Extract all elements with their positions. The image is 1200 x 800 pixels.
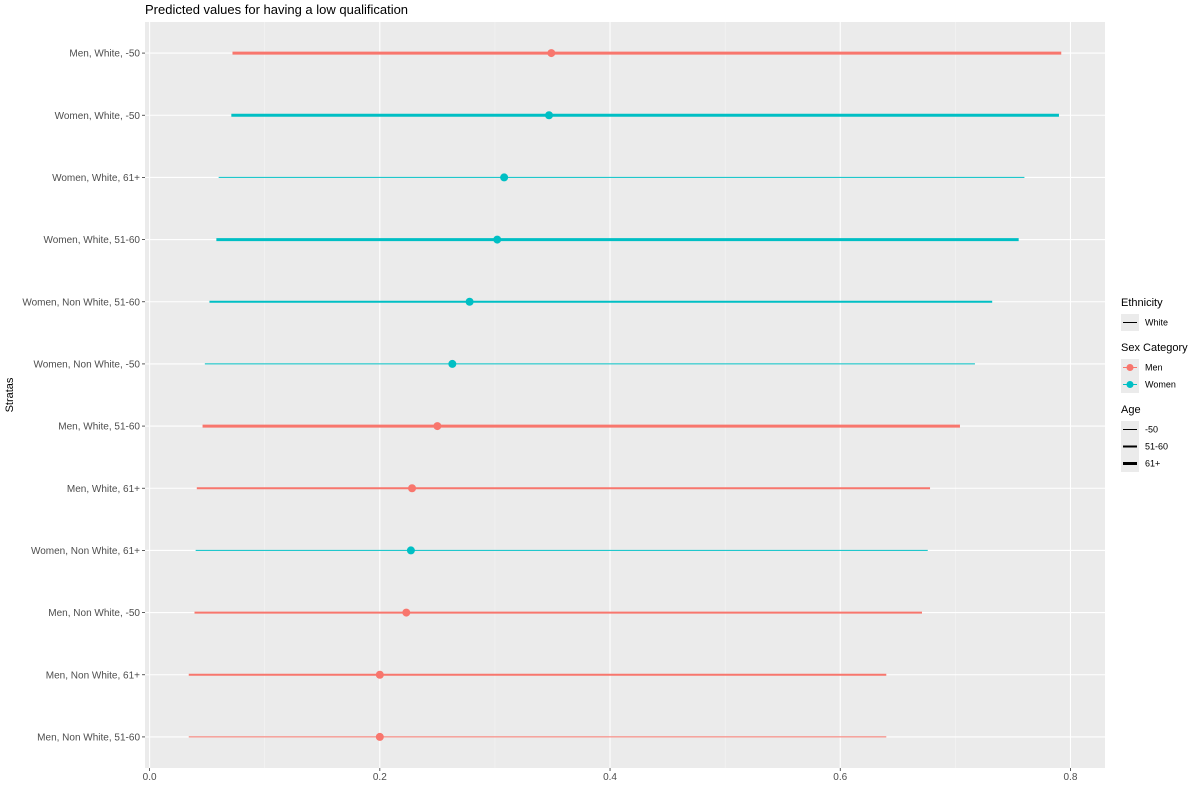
estimate-point <box>408 484 417 493</box>
legend-key-point <box>1126 381 1134 388</box>
legend-label: Men <box>1145 363 1163 373</box>
estimate-point <box>406 546 415 555</box>
legend-label: 51-60 <box>1145 442 1168 452</box>
y-tick-labels: Men, White, -50 Women, White, -50 Women, W… <box>22 49 145 743</box>
y-tick-label: Women, White, -50 <box>55 111 141 122</box>
points <box>375 49 556 741</box>
estimate-point <box>375 670 384 679</box>
y-tick-label: Women, Non White, 61+ <box>31 546 140 557</box>
chart-title: Predicted values for having a low qualif… <box>145 2 408 17</box>
x-tick-labels: 0.0 0.2 0.4 0.6 0.8 <box>143 768 1078 783</box>
y-tick-label: Men, White, 51-60 <box>58 422 140 433</box>
y-tick-label: Men, Non White, -50 <box>48 608 140 619</box>
plot-panel <box>145 22 1105 768</box>
y-tick-label: Men, White, -50 <box>69 49 140 60</box>
x-tick-label: 0.6 <box>833 772 847 783</box>
legend-label: Women <box>1145 380 1176 390</box>
legend-label: -50 <box>1145 425 1158 435</box>
estimate-point <box>448 359 457 368</box>
y-tick-label: Men, Non White, 51-60 <box>37 732 140 743</box>
x-tick-label: 0.2 <box>373 772 387 783</box>
estimate-point <box>547 49 556 58</box>
y-tick-label: Women, White, 51-60 <box>43 235 140 246</box>
legend-key-point <box>1126 364 1134 371</box>
estimate-point <box>402 608 411 617</box>
y-tick-label: Women, Non White, -50 <box>33 359 140 370</box>
y-tick-label: Women, Non White, 51-60 <box>22 297 140 308</box>
estimate-point <box>500 173 509 182</box>
y-tick-label: Women, White, 61+ <box>52 173 140 184</box>
x-tick-label: 0.8 <box>1064 772 1078 783</box>
estimate-point <box>375 732 384 741</box>
legend-label: White <box>1145 318 1168 328</box>
y-tick-label: Men, White, 61+ <box>67 484 140 495</box>
y-tick-label: Men, Non White, 61+ <box>46 670 140 681</box>
ranges <box>188 51 1062 738</box>
legend-title: Ethnicity <box>1121 297 1163 309</box>
y-axis-title: Stratas <box>4 377 16 412</box>
x-tick-label: 0.4 <box>603 772 617 783</box>
legend-title: Age <box>1121 404 1141 416</box>
x-tick-label: 0.0 <box>143 772 157 783</box>
legend-title: Sex Category <box>1121 342 1188 354</box>
legend: Ethnicity White Sex Category Men Women Age -50… <box>1121 297 1188 472</box>
estimate-point <box>493 235 502 244</box>
estimate-point <box>465 297 474 306</box>
legend-label: 61+ <box>1145 459 1160 469</box>
estimate-point <box>433 422 442 431</box>
estimate-point <box>545 111 554 120</box>
